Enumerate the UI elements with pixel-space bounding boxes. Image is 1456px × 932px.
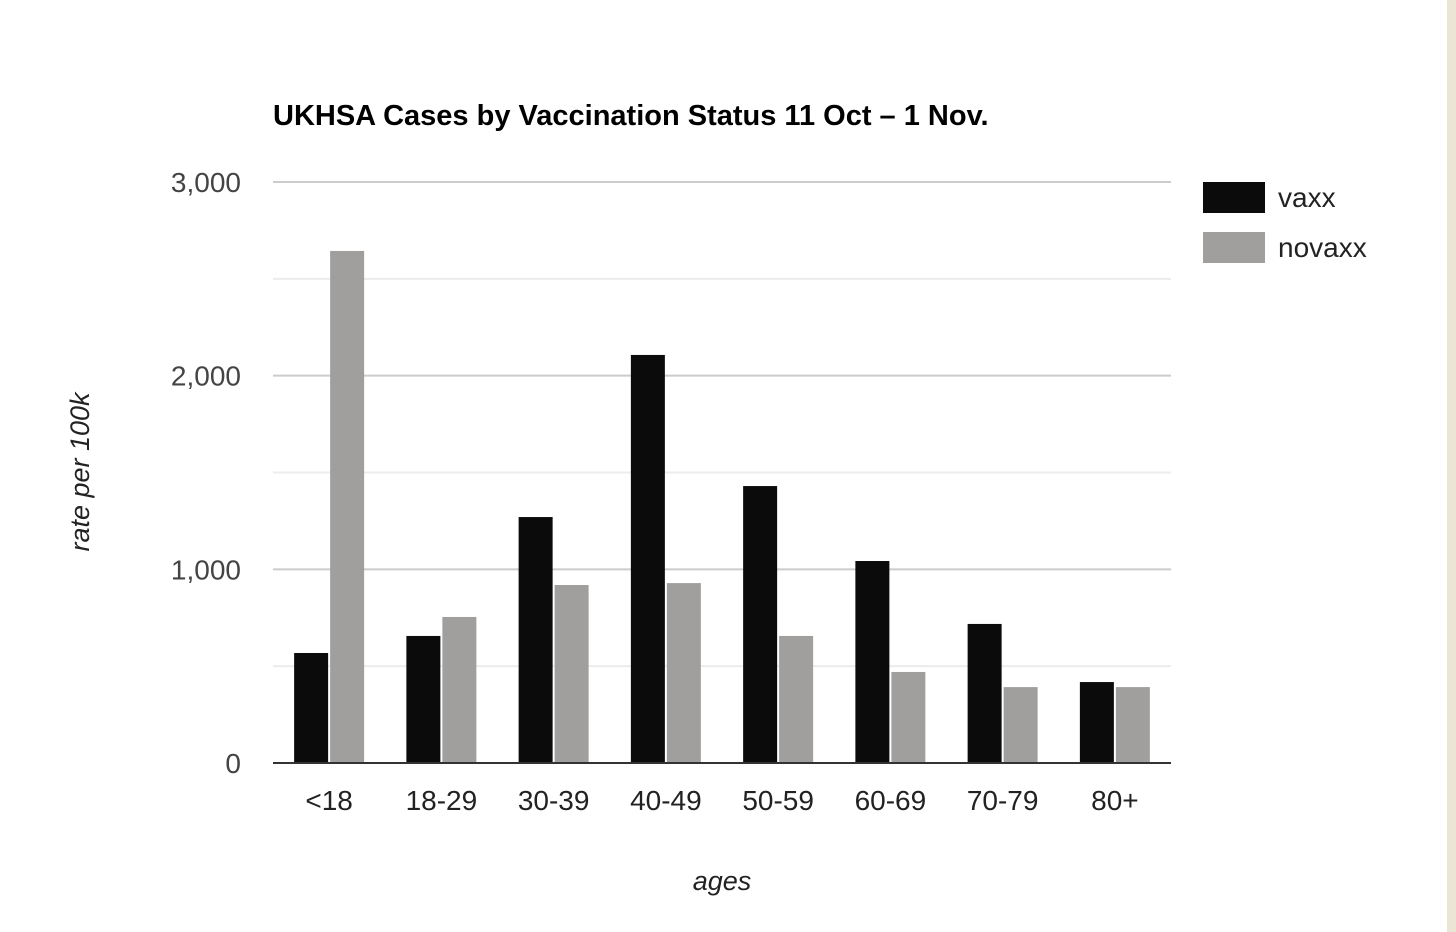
y-tick-label: 1,000	[171, 554, 241, 585]
bar-novaxx-60-69	[891, 671, 926, 763]
bar-vaxx-30-39	[518, 517, 553, 763]
y-axis-label: rate per 100k	[65, 391, 95, 552]
y-tick-label: 0	[225, 748, 241, 779]
x-tick-label: 60-69	[855, 785, 927, 816]
x-tick-label: 18-29	[406, 785, 478, 816]
x-tick-label: 40-49	[630, 785, 702, 816]
bar-novaxx-40-49	[666, 583, 701, 763]
x-tick-label: 50-59	[742, 785, 814, 816]
bar-vaxx-70-79	[967, 623, 1002, 763]
legend-label-novaxx: novaxx	[1278, 232, 1367, 263]
bar-novaxx-50-59	[779, 635, 814, 763]
y-tick-label: 3,000	[171, 167, 241, 198]
bar-novaxx-80+	[1115, 687, 1150, 763]
legend-swatch-novaxx	[1203, 232, 1265, 263]
legend-swatch-vaxx	[1203, 182, 1265, 213]
bar-vaxx-80+	[1079, 682, 1114, 763]
bar-vaxx-40-49	[630, 354, 665, 763]
x-tick-label: 70-79	[967, 785, 1039, 816]
x-tick-label: 80+	[1091, 785, 1139, 816]
bar-vaxx-18-29	[406, 635, 441, 763]
page-side-strip	[1447, 0, 1456, 932]
bar-vaxx-60-69	[855, 561, 890, 763]
x-tick-label: 30-39	[518, 785, 590, 816]
bar-novaxx-30-39	[554, 585, 589, 763]
bar-vaxx-<18	[294, 652, 329, 763]
y-tick-label: 2,000	[171, 361, 241, 392]
bar-novaxx-<18	[330, 250, 365, 764]
x-tick-label: <18	[305, 785, 353, 816]
x-axis-label: ages	[693, 866, 752, 896]
bar-novaxx-18-29	[442, 616, 477, 763]
bar-vaxx-50-59	[743, 486, 778, 763]
chart-title: UKHSA Cases by Vaccination Status 11 Oct…	[273, 100, 989, 132]
bar-novaxx-70-79	[1003, 687, 1038, 763]
legend-label-vaxx: vaxx	[1278, 182, 1336, 213]
